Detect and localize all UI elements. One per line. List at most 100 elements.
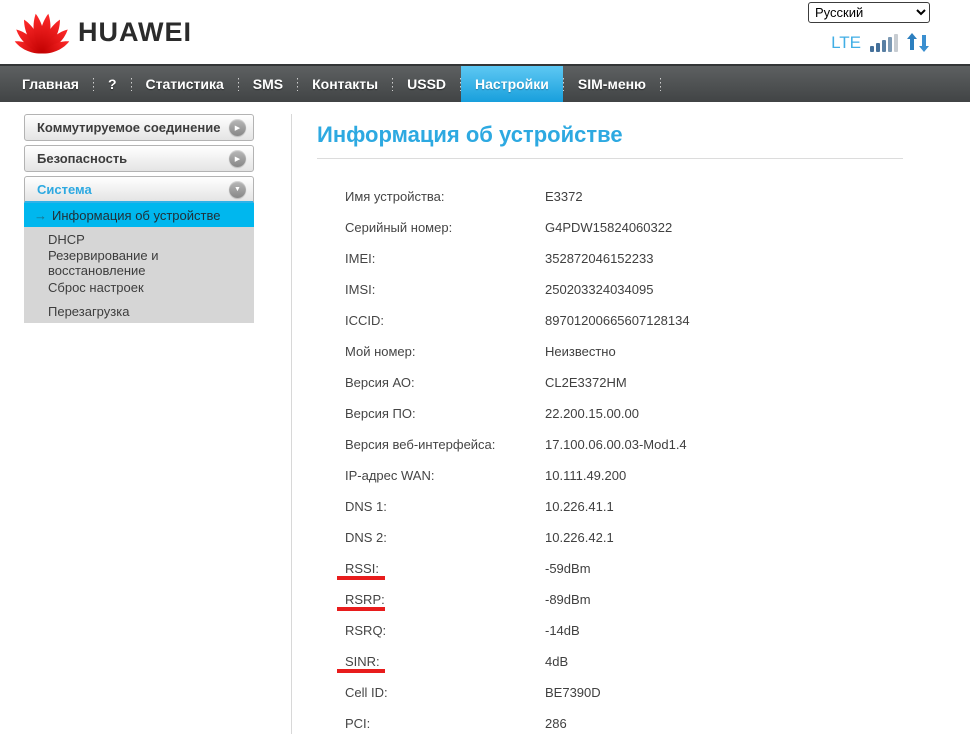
info-label-hw-version: Версия АО: (345, 375, 415, 390)
info-row-rsrq: RSRQ: -14dB (317, 615, 970, 646)
upload-download-arrows-icon (907, 33, 930, 52)
info-value-sinr: 4dB (545, 654, 569, 669)
network-type-label: LTE (831, 33, 861, 52)
info-label-rssi: RSSI: (317, 561, 545, 580)
info-label-sinr: SINR: (317, 654, 545, 673)
info-label-dns1: DNS 1: (345, 499, 387, 514)
nav-item-home[interactable]: Главная (22, 76, 79, 92)
nav-separator (562, 77, 564, 91)
sidebar-item-dhcp[interactable]: DHCP (24, 227, 254, 251)
sidebar-item-reboot[interactable]: Перезагрузка (24, 299, 254, 323)
nav-separator (297, 77, 299, 91)
info-value-rsrp: -89dBm (545, 592, 591, 607)
info-label-cell-id: Cell ID: (345, 685, 388, 700)
title-divider (317, 158, 903, 159)
nav-separator (237, 77, 239, 91)
nav-separator (460, 77, 462, 91)
nav-separator (92, 77, 94, 91)
red-underline (337, 669, 385, 673)
info-label-imsi: IMSI: (345, 282, 376, 297)
info-row-pci: PCI: 286 (317, 708, 970, 734)
info-value-dns1: 10.226.41.1 (545, 499, 614, 514)
info-row-dns1: DNS 1: 10.226.41.1 (317, 491, 970, 522)
info-row-hw-version: Версия АО: CL2E3372HM (317, 367, 970, 398)
info-row-webui-version: Версия веб-интерфейса: 17.100.06.00.03-Mo… (317, 429, 970, 460)
main-panel: Информация об устройстве Имя устройства:… (291, 114, 970, 734)
info-value-rssi: -59dBm (545, 561, 591, 576)
info-label-webui-version: Версия веб-интерфейса: (345, 437, 496, 452)
info-row-iccid: ICCID: 89701200665607128134 (317, 305, 970, 336)
huawei-logo: HUAWEI (14, 7, 192, 57)
content: Коммутируемое соединение ▶ Безопасность ▶ Си… (0, 102, 970, 734)
sidebar-section-dialup[interactable]: Коммутируемое соединение ▶ (24, 114, 254, 141)
nav-item-sim-menu[interactable]: SIM-меню (577, 76, 647, 92)
sidebar-submenu: → Информация об устройстве DHCP Резервирова… (24, 203, 254, 323)
info-value-my-number: Неизвестно (545, 344, 616, 359)
signal-bars-icon (870, 34, 898, 52)
info-value-dns2: 10.226.42.1 (545, 530, 614, 545)
sidebar-section-label: Коммутируемое соединение (37, 120, 221, 135)
info-value-cell-id: BE7390D (545, 685, 601, 700)
info-value-imsi: 250203324034095 (545, 282, 654, 297)
info-value-rsrq: -14dB (545, 623, 580, 638)
info-row-imei: IMEI: 352872046152233 (317, 243, 970, 274)
info-label-dns2: DNS 2: (345, 530, 387, 545)
header-right: Русский LTE (780, 2, 930, 52)
sidebar-item-label: Перезагрузка (48, 303, 130, 319)
info-value-serial-number: G4PDW15824060322 (545, 220, 673, 235)
nav-item-sms[interactable]: SMS (252, 76, 284, 92)
sidebar-item-device-info[interactable]: → Информация об устройстве (24, 203, 254, 227)
arrow-right-icon: → (34, 207, 47, 223)
nav-item-contacts[interactable]: Контакты (312, 76, 379, 92)
chevron-right-circle-icon: ▶ (229, 119, 246, 136)
sidebar-item-label: Резервирование и восстановление (48, 248, 159, 278)
red-underline (337, 607, 385, 611)
chevron-down-circle-icon: ▼ (229, 180, 246, 198)
info-label-sw-version: Версия ПО: (345, 406, 416, 421)
info-row-cell-id: Cell ID: BE7390D (317, 677, 970, 708)
sidebar-item-label: DHCP (48, 231, 85, 247)
language-select[interactable]: Русский (808, 2, 930, 23)
sidebar-section-security[interactable]: Безопасность ▶ (24, 145, 254, 172)
info-label-device-name: Имя устройства: (345, 189, 445, 204)
sidebar-item-reset[interactable]: Сброс настроек (24, 275, 254, 299)
info-label-wan-ip: IP-адрес WAN: (345, 468, 435, 483)
info-value-imei: 352872046152233 (545, 251, 654, 266)
nav-item-settings[interactable]: Настройки (461, 66, 563, 102)
brand-text: HUAWEI (78, 16, 192, 47)
info-value-iccid: 89701200665607128134 (545, 313, 690, 328)
nav-item-help[interactable]: ? (107, 76, 117, 92)
main-nav: Главная? Статистика SMS Контакты USSD Настрой… (0, 64, 970, 102)
info-label-rsrq: RSRQ: (345, 623, 387, 638)
info-row-device-name: Имя устройства: E3372 (317, 181, 970, 212)
info-row-my-number: Мой номер: Неизвестно (317, 336, 970, 367)
nav-separator (130, 77, 132, 91)
sidebar-item-backup-restore[interactable]: Резервирование и восстановление (24, 248, 254, 278)
info-row-rsrp: RSRP: -89dBm (317, 584, 970, 615)
info-label-serial-number: Серийный номер: (345, 220, 453, 235)
nav-item-statistics[interactable]: Статистика (145, 76, 224, 92)
info-value-hw-version: CL2E3372HM (545, 375, 627, 390)
red-underline (337, 576, 385, 580)
info-value-wan-ip: 10.111.49.200 (545, 468, 627, 483)
sidebar-section-system[interactable]: Система ▼ (24, 176, 254, 203)
info-row-dns2: DNS 2: 10.226.42.1 (317, 522, 970, 553)
info-label-iccid: ICCID: (345, 313, 384, 328)
info-row-sw-version: Версия ПО: 22.200.15.00.00 (317, 398, 970, 429)
info-row-imsi: IMSI: 250203324034095 (317, 274, 970, 305)
info-label-imei: IMEI: (345, 251, 376, 266)
sidebar-item-label: Информация об устройстве (52, 207, 221, 223)
sidebar: Коммутируемое соединение ▶ Безопасность ▶ Си… (24, 114, 254, 734)
chevron-right-circle-icon: ▶ (229, 150, 246, 167)
info-label-my-number: Мой номер: (345, 344, 416, 359)
nav-separator (392, 77, 394, 91)
device-info-list: Имя устройства: E3372 Серийный номер: G4PDW… (317, 181, 970, 734)
info-value-webui-version: 17.100.06.00.03-Mod1.4 (545, 437, 687, 452)
sidebar-item-label: Сброс настроек (48, 279, 144, 295)
connection-status: LTE (780, 33, 930, 52)
sidebar-section-label: Безопасность (37, 151, 128, 166)
nav-item-ussd[interactable]: USSD (407, 76, 447, 92)
sidebar-section-label: Система (37, 181, 92, 197)
page-title: Информация об устройстве (317, 122, 623, 147)
